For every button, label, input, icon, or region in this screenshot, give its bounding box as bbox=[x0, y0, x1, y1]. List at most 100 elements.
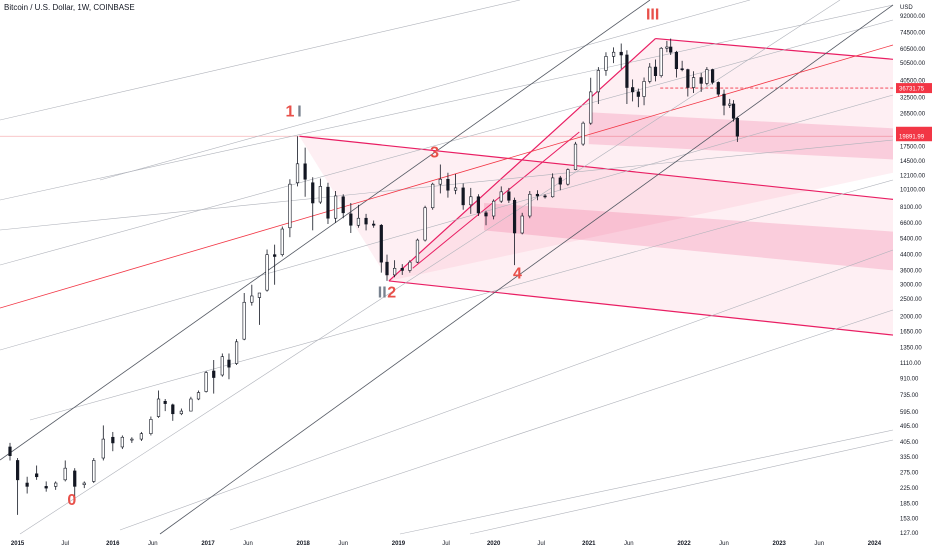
price-tick-label: 17500.00 bbox=[900, 144, 926, 150]
time-tick-label: 2015 bbox=[11, 541, 25, 547]
candle-body bbox=[453, 187, 458, 191]
candle-body bbox=[163, 400, 167, 404]
price-tick-label: 275.00 bbox=[900, 470, 919, 476]
candle-body bbox=[731, 103, 736, 119]
candle-body bbox=[476, 196, 480, 214]
candle-body bbox=[385, 261, 389, 276]
fan-line-grey-5 bbox=[99, 0, 751, 181]
candle-body bbox=[716, 82, 720, 95]
price-axis[interactable]: USD 92000.00 74500.00 60500.00 50500.00 40500… bbox=[900, 5, 926, 537]
price-tick-label: 595.00 bbox=[900, 410, 919, 416]
candle-body bbox=[535, 193, 540, 197]
candle-body bbox=[665, 46, 669, 49]
candle-body bbox=[728, 103, 732, 106]
candle-body bbox=[469, 196, 473, 206]
fan-line-grey-4 bbox=[119, 249, 894, 531]
candle-body bbox=[589, 91, 593, 124]
price-tick-label: 153.00 bbox=[900, 516, 919, 522]
channel-upper-line bbox=[299, 135, 894, 200]
price-tick-label: 1110.00 bbox=[900, 361, 921, 367]
candle-body bbox=[648, 66, 652, 82]
price-tick-label: 910.00 bbox=[900, 376, 919, 382]
price-tag-bg bbox=[896, 131, 932, 142]
price-tick-label: 12100.00 bbox=[900, 173, 926, 179]
candle-body bbox=[212, 370, 216, 378]
candle-body bbox=[625, 54, 629, 88]
price-tick-label: 2500.00 bbox=[900, 297, 922, 303]
candle-body bbox=[710, 69, 715, 83]
price-tick-label: 50500.00 bbox=[900, 61, 926, 67]
time-tick-label: 2024 bbox=[868, 541, 882, 547]
candle-body bbox=[111, 436, 115, 444]
time-axis[interactable]: 2015 Jul 2016 Jun 2017 Jun 2018 Jun 2019 Jul 2020 J… bbox=[11, 541, 882, 547]
candle-body bbox=[566, 169, 570, 185]
candle-body bbox=[171, 404, 175, 415]
candle-body bbox=[551, 177, 555, 198]
candle-body bbox=[379, 224, 383, 263]
price-tick-label: 8100.00 bbox=[900, 205, 922, 211]
price-tick-label: 5400.00 bbox=[900, 237, 922, 243]
candle-body bbox=[408, 261, 412, 271]
candle-body bbox=[341, 196, 345, 214]
price-tick-label: 60500.00 bbox=[900, 47, 926, 53]
candle-body bbox=[179, 410, 183, 415]
candle-body bbox=[16, 460, 20, 481]
candle-body bbox=[659, 47, 663, 77]
price-tick-label: 92000.00 bbox=[900, 14, 926, 20]
candle-body bbox=[227, 359, 231, 368]
chart-title: Bitcoin / U.S. Dollar, 1W, COINBASE bbox=[4, 3, 135, 12]
price-tick-label: 495.00 bbox=[900, 424, 919, 430]
price-tick-label: 14500.00 bbox=[900, 159, 926, 165]
channel-lower-line bbox=[388, 280, 894, 336]
price-tick-label: 40500.00 bbox=[900, 78, 926, 84]
price-tick-label: 335.00 bbox=[900, 455, 919, 461]
candle-body bbox=[415, 239, 420, 263]
time-tick-label: Jun bbox=[338, 541, 348, 547]
candle-body bbox=[280, 228, 284, 255]
candle-body bbox=[311, 182, 315, 204]
candle-body bbox=[234, 341, 239, 364]
fan-line-grey-x bbox=[19, 0, 841, 535]
candle-body bbox=[44, 486, 48, 489]
candle-body bbox=[25, 482, 29, 487]
price-tick-label: 4400.00 bbox=[900, 253, 922, 259]
candle-body bbox=[364, 217, 368, 225]
candle-body bbox=[573, 143, 578, 170]
price-tick-label: 26500.00 bbox=[900, 112, 926, 118]
candle-body bbox=[674, 51, 679, 70]
time-tick-label: Jun bbox=[719, 541, 729, 547]
candle-body bbox=[446, 178, 450, 191]
candle-body bbox=[722, 93, 726, 106]
time-tick-label: 2018 bbox=[297, 541, 311, 547]
fan-line-grey-3 bbox=[29, 179, 894, 421]
candle-body bbox=[250, 295, 254, 303]
candle-body bbox=[393, 267, 397, 276]
fan-lines bbox=[0, 0, 894, 535]
candle-body bbox=[101, 438, 105, 459]
time-tick-label: 2022 bbox=[677, 541, 691, 547]
wave-label-0: 1 bbox=[285, 104, 294, 121]
price-tick-label: 10100.00 bbox=[900, 187, 926, 193]
candle-body bbox=[699, 77, 703, 84]
candle-body bbox=[130, 438, 134, 441]
candle-body bbox=[669, 46, 673, 53]
candle-body bbox=[288, 183, 292, 229]
currency-label: USD bbox=[900, 5, 913, 11]
candle-body bbox=[82, 482, 86, 485]
time-tick-label: Jul bbox=[537, 541, 545, 547]
candle-body bbox=[642, 81, 646, 97]
candle-body bbox=[204, 372, 208, 392]
candle-body bbox=[596, 70, 600, 93]
fan-line-dark-2 bbox=[159, 4, 894, 535]
time-tick-label: Jun bbox=[148, 541, 158, 547]
fan-line-dark-1 bbox=[0, 0, 651, 461]
candle-body bbox=[156, 398, 161, 417]
fan-line-grey-6 bbox=[0, 0, 521, 121]
time-tick-label: Jun bbox=[624, 541, 634, 547]
price-tag-bg bbox=[896, 83, 932, 94]
candle-body bbox=[680, 68, 684, 71]
candle-body bbox=[705, 69, 709, 84]
time-tick-label: 2016 bbox=[106, 541, 120, 547]
price-tick-label: 32500.00 bbox=[900, 96, 926, 102]
